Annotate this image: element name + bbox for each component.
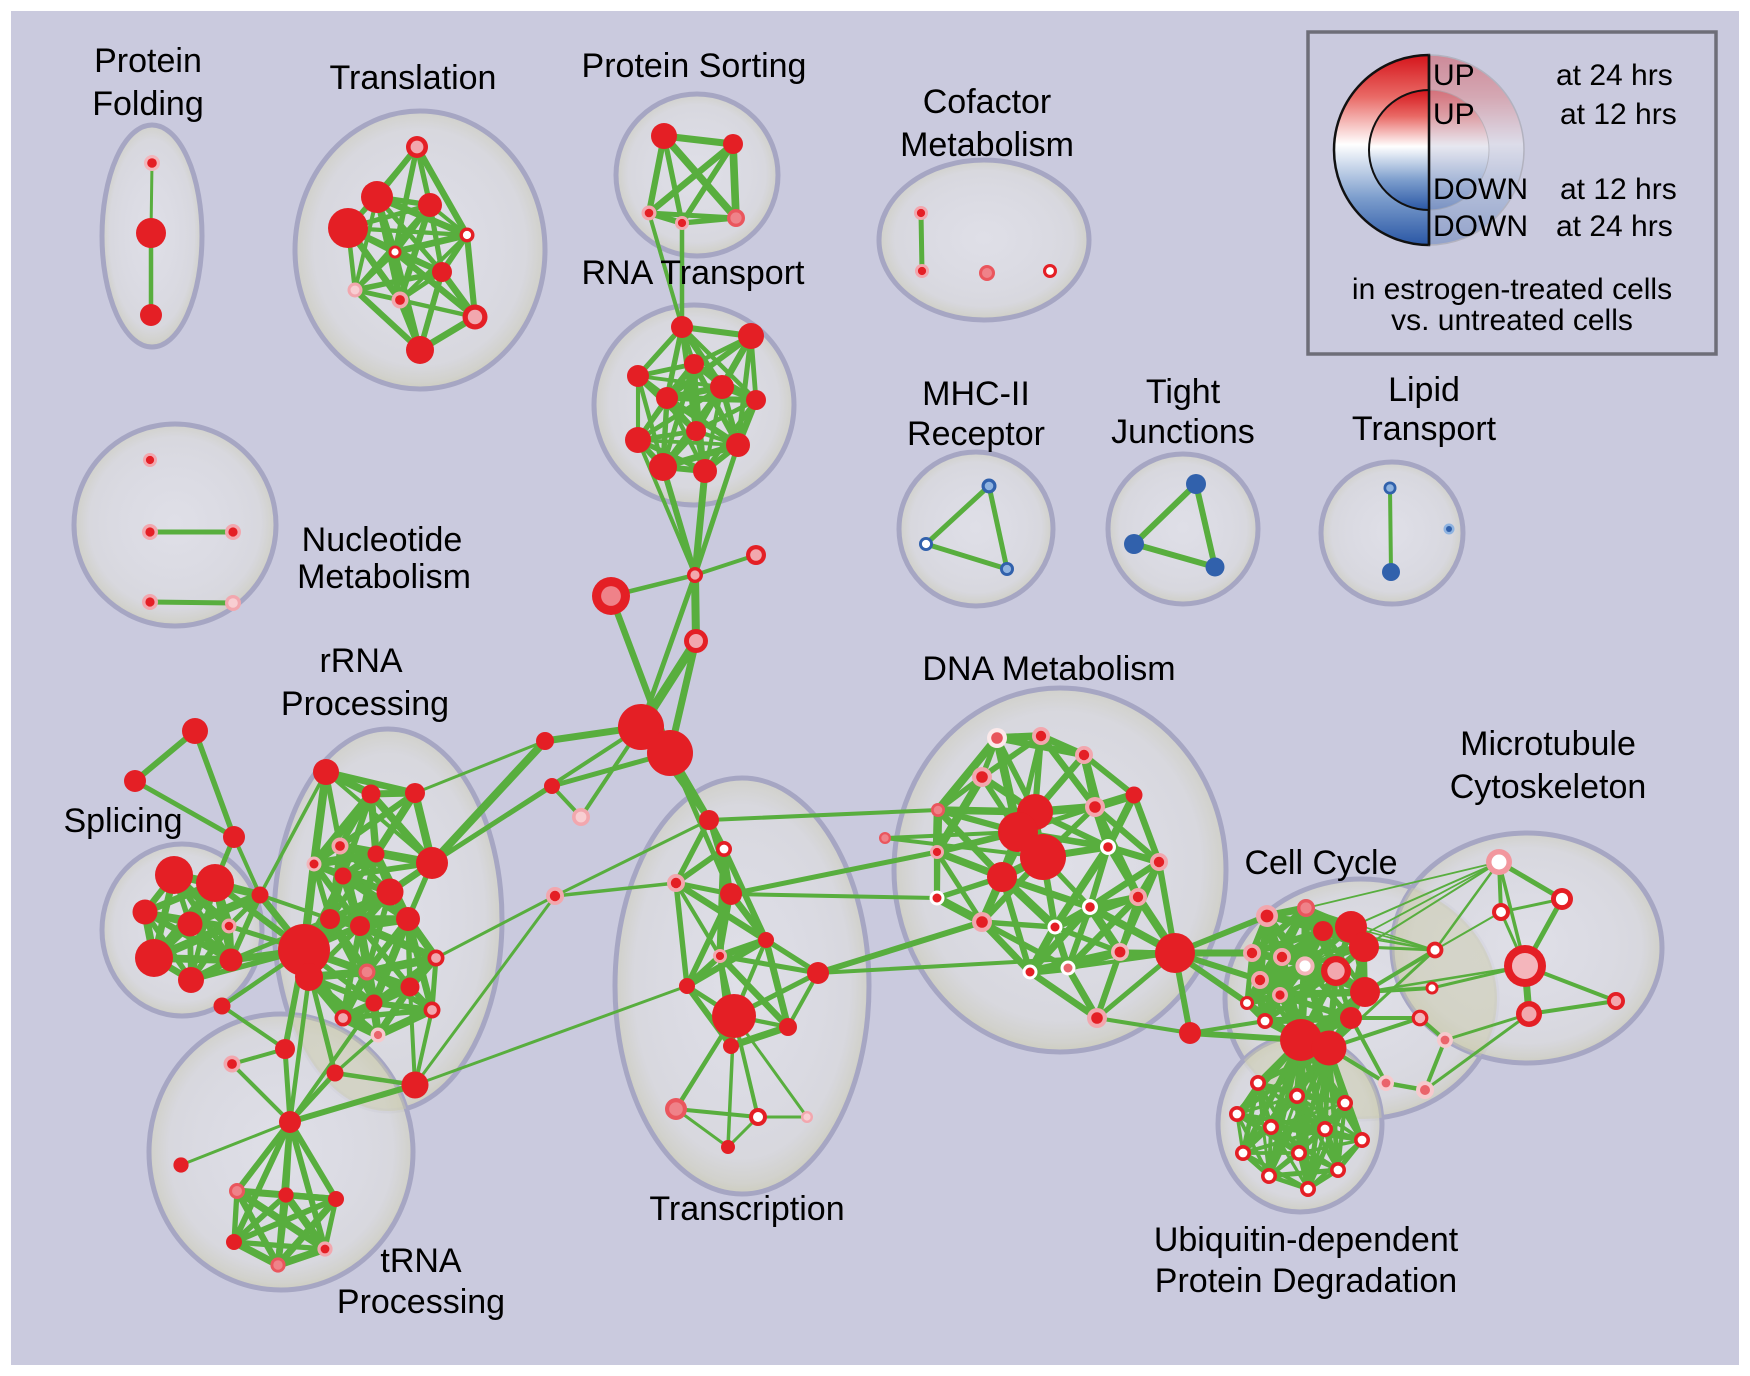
svg-text:DNA Metabolism: DNA Metabolism xyxy=(922,650,1175,688)
svg-text:DOWN: DOWN xyxy=(1433,173,1528,206)
svg-text:Protein: Protein xyxy=(94,42,202,80)
svg-text:tRNA: tRNA xyxy=(380,1242,462,1280)
svg-text:in estrogen-treated cells: in estrogen-treated cells xyxy=(1352,273,1672,306)
svg-text:Transcription: Transcription xyxy=(649,1190,844,1228)
svg-text:at 12 hrs: at 12 hrs xyxy=(1560,173,1677,206)
svg-text:Cofactor: Cofactor xyxy=(923,83,1052,121)
svg-text:UP: UP xyxy=(1433,59,1475,92)
svg-text:Nucleotide: Nucleotide xyxy=(302,521,463,559)
svg-text:Receptor: Receptor xyxy=(907,415,1045,453)
svg-text:RNA Transport: RNA Transport xyxy=(582,254,806,292)
svg-text:MHC-II: MHC-II xyxy=(922,375,1030,413)
svg-text:Tight: Tight xyxy=(1146,373,1221,411)
svg-text:rRNA: rRNA xyxy=(319,642,402,680)
svg-text:at 24 hrs: at 24 hrs xyxy=(1556,59,1673,92)
svg-text:DOWN: DOWN xyxy=(1433,210,1528,243)
svg-text:Translation: Translation xyxy=(330,59,497,97)
svg-text:Transport: Transport xyxy=(1352,410,1497,448)
svg-text:at 24 hrs: at 24 hrs xyxy=(1556,210,1673,243)
svg-text:Metabolism: Metabolism xyxy=(900,126,1074,164)
svg-text:Cell Cycle: Cell Cycle xyxy=(1244,844,1397,882)
svg-text:Protein Degradation: Protein Degradation xyxy=(1155,1262,1457,1300)
svg-text:Splicing: Splicing xyxy=(63,802,182,840)
svg-text:Metabolism: Metabolism xyxy=(297,558,471,596)
svg-text:Protein Sorting: Protein Sorting xyxy=(582,47,807,85)
svg-text:Processing: Processing xyxy=(281,685,449,723)
svg-text:Junctions: Junctions xyxy=(1111,413,1255,451)
svg-text:UP: UP xyxy=(1433,98,1475,131)
svg-text:Folding: Folding xyxy=(92,85,204,123)
svg-text:vs. untreated cells: vs. untreated cells xyxy=(1391,304,1633,337)
svg-text:Microtubule: Microtubule xyxy=(1460,725,1636,763)
svg-text:Ubiquitin-dependent: Ubiquitin-dependent xyxy=(1154,1221,1459,1259)
svg-text:Lipid: Lipid xyxy=(1388,371,1460,409)
svg-text:at 12 hrs: at 12 hrs xyxy=(1560,98,1677,131)
svg-text:Processing: Processing xyxy=(337,1283,505,1321)
svg-text:Cytoskeleton: Cytoskeleton xyxy=(1450,768,1647,806)
